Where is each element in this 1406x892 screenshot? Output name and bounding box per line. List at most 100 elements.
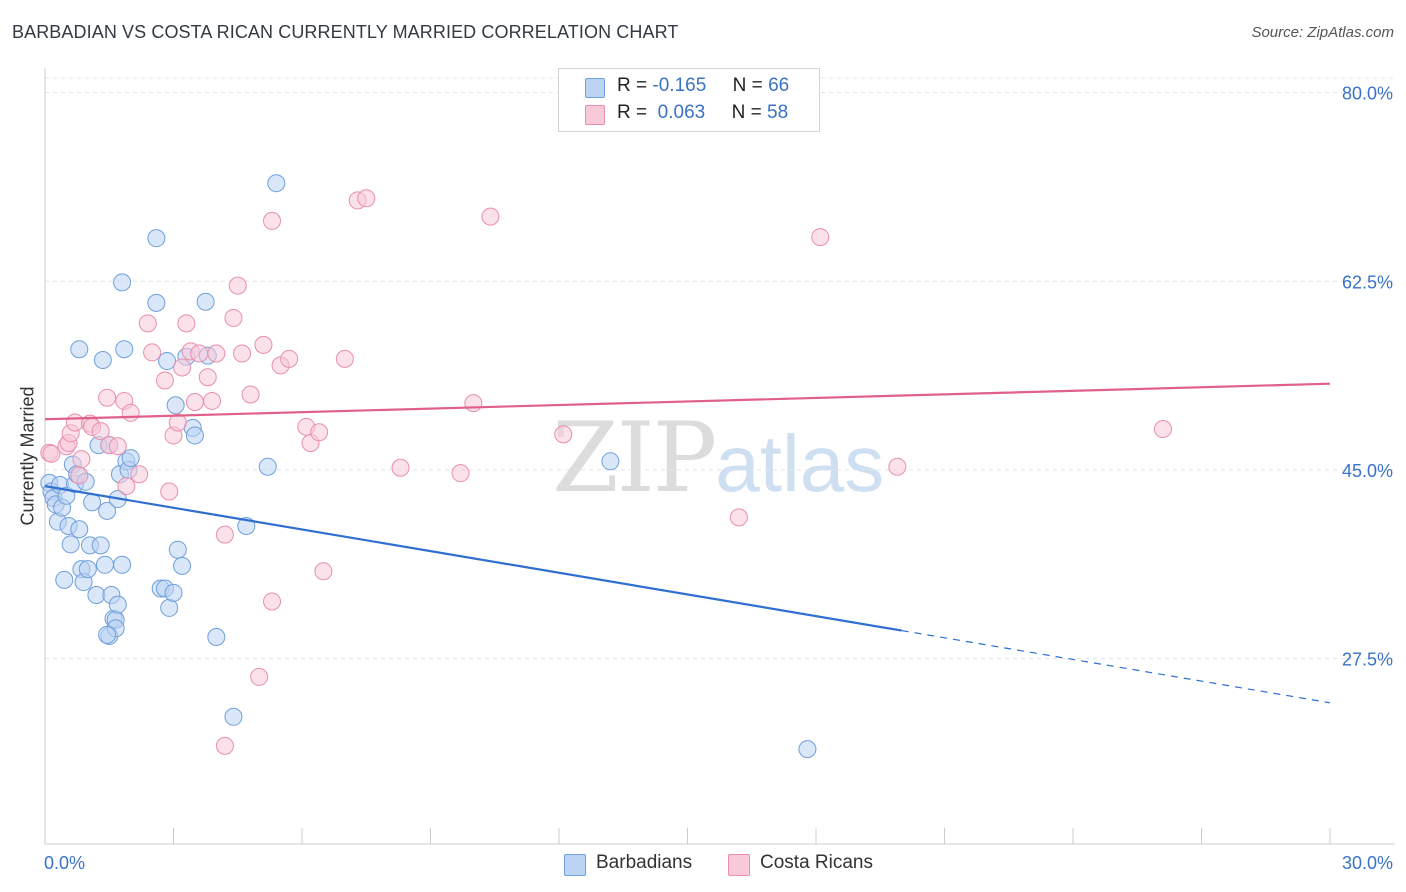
x-tick-label: 30.0% xyxy=(1342,853,1393,873)
data-point xyxy=(481,207,500,226)
data-point xyxy=(78,560,97,579)
data-point xyxy=(888,457,907,476)
series-costa-ricans xyxy=(40,189,1172,755)
legend-n-value-barbadians: 66 xyxy=(768,75,790,96)
data-point xyxy=(263,592,282,611)
data-point xyxy=(121,403,140,422)
y-axis-label: Currently Married xyxy=(17,386,38,526)
legend-r-label: R = xyxy=(617,102,648,123)
data-point xyxy=(87,585,106,604)
data-point xyxy=(166,396,185,415)
data-point xyxy=(173,556,192,575)
data-point xyxy=(464,394,483,413)
data-point xyxy=(42,444,61,463)
data-point xyxy=(185,393,204,412)
trendline-barbadians xyxy=(44,485,902,632)
data-point xyxy=(1153,419,1172,438)
data-point xyxy=(233,344,252,363)
data-point xyxy=(98,625,117,644)
legend-r-value-costa-ricans: 0.063 xyxy=(657,102,706,123)
data-point xyxy=(158,352,177,371)
data-point xyxy=(117,477,136,496)
data-point xyxy=(138,314,157,333)
series-barbadians xyxy=(40,174,817,759)
data-point xyxy=(798,740,817,759)
data-point xyxy=(65,413,84,432)
data-point xyxy=(70,340,89,359)
data-point xyxy=(196,292,215,311)
data-point xyxy=(207,344,226,363)
data-point xyxy=(215,525,234,544)
data-point xyxy=(250,667,269,686)
y-tick-label: 27.5% xyxy=(1342,650,1393,670)
data-point xyxy=(267,174,286,193)
data-point xyxy=(601,452,620,471)
data-point xyxy=(108,595,127,614)
trendline-costa-ricans xyxy=(44,382,1331,421)
data-point xyxy=(168,540,187,559)
data-point xyxy=(203,391,222,410)
data-point xyxy=(72,450,91,469)
data-point xyxy=(215,736,234,755)
bottom-legend-label-barbadians: Barbadians xyxy=(596,852,693,873)
data-point xyxy=(190,344,209,363)
data-point xyxy=(121,449,140,468)
bottom-legend-swatch-barbadians xyxy=(564,854,586,876)
legend-r-label: R = xyxy=(617,75,648,96)
chart-title: BARBADIAN VS COSTA RICAN CURRENTLY MARRI… xyxy=(12,22,679,42)
data-point xyxy=(113,273,132,292)
data-point xyxy=(314,562,333,581)
data-point xyxy=(391,458,410,477)
watermark-atlas: atlas xyxy=(715,419,885,508)
data-point xyxy=(55,570,74,589)
watermark-zip: ZIP xyxy=(552,402,717,514)
data-point xyxy=(61,535,80,554)
legend-r-value-barbadians: -0.165 xyxy=(652,75,707,96)
data-point xyxy=(177,314,196,333)
y-tick-label: 80.0% xyxy=(1342,84,1393,104)
x-tick-label: 0.0% xyxy=(44,853,85,873)
legend-n-value-costa-ricans: 58 xyxy=(767,102,789,123)
data-point xyxy=(147,293,166,312)
data-point xyxy=(207,628,226,647)
data-point xyxy=(143,343,162,362)
data-point xyxy=(98,501,117,520)
data-point xyxy=(113,555,132,574)
data-point xyxy=(147,229,166,248)
legend-n-label: N = xyxy=(732,75,763,96)
source-credit: Source: ZipAtlas.com xyxy=(1251,24,1394,41)
data-point xyxy=(115,340,134,359)
data-point xyxy=(108,437,127,456)
data-point xyxy=(93,350,112,369)
y-tick-label: 62.5% xyxy=(1342,272,1393,292)
data-point xyxy=(729,508,748,527)
data-point xyxy=(228,276,247,295)
data-point xyxy=(310,423,329,442)
data-point xyxy=(357,189,376,208)
data-point xyxy=(155,371,174,390)
data-point xyxy=(258,457,277,476)
y-tick-label: 45.0% xyxy=(1342,461,1393,481)
zipatlas-watermark: ZIPatlas xyxy=(552,402,884,514)
data-point xyxy=(280,349,299,368)
bottom-legend-swatch-costa-ricans xyxy=(728,854,750,876)
data-point xyxy=(98,388,117,407)
data-point xyxy=(554,425,573,444)
data-point xyxy=(224,308,243,327)
data-point xyxy=(224,707,243,726)
data-point xyxy=(95,555,114,574)
trendline-barbadians-extension xyxy=(901,629,1331,704)
data-point xyxy=(335,349,354,368)
correlation-legend: R = -0.165 N = 66 R = 0.063 N = 58 xyxy=(558,68,820,132)
data-point xyxy=(83,493,102,512)
legend-n-label: N = xyxy=(731,102,762,123)
data-point xyxy=(241,385,260,404)
data-point xyxy=(164,583,183,602)
data-point xyxy=(254,335,273,354)
data-point xyxy=(811,228,830,247)
data-point xyxy=(160,598,179,617)
data-point xyxy=(173,358,192,377)
data-point xyxy=(70,466,89,485)
data-point xyxy=(91,422,110,441)
